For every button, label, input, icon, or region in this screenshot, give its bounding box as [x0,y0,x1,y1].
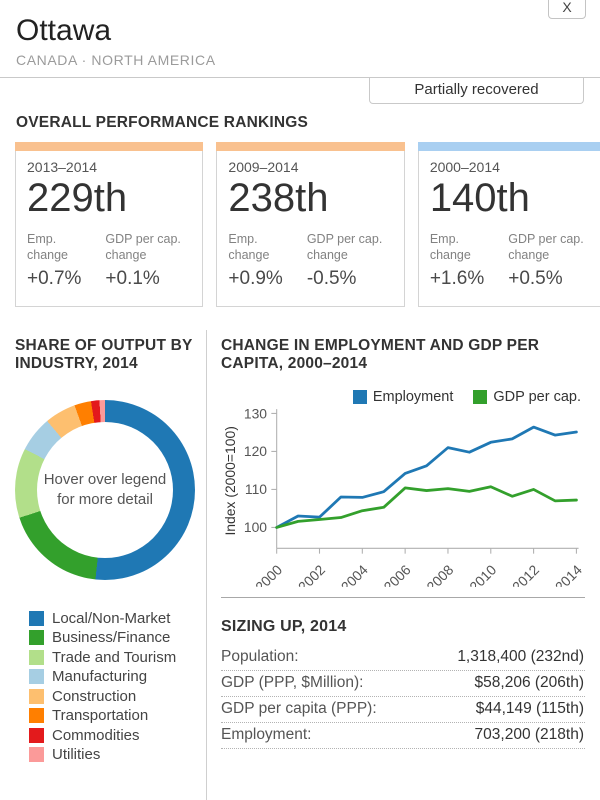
industry-column: SHARE OF OUTPUT BY INDUSTRY, 2014 Hover … [0,329,207,800]
table-row-population: Population: 1,318,400 (232nd) [221,645,585,671]
gdp-change-metric: GDP per cap. change -0.5% [306,232,383,289]
svg-text:100: 100 [244,519,267,535]
svg-text:Index (2000=100): Index (2000=100) [222,426,238,535]
legend-item-construction[interactable]: Construction [29,687,194,707]
card-strip [417,142,600,151]
legend-swatch [29,708,44,724]
ranking-card-2013-2014: 2013–2014 229th Emp. change +0.7% GDP pe… [15,142,204,307]
svg-text:120: 120 [244,443,267,459]
legend-item-business-finance[interactable]: Business/Finance [29,628,194,648]
card-strip [15,142,204,151]
card-rank: 229th [27,176,128,220]
legend-swatch [29,610,44,626]
legend-swatch [29,747,44,763]
card-period: 2013–2014 [27,159,98,175]
legend-item-commodities[interactable]: Commodities [29,726,194,746]
lower-columns: SHARE OF OUTPUT BY INDUSTRY, 2014 Hover … [0,329,600,800]
close-button[interactable]: X [548,0,586,19]
series-swatch [473,389,488,404]
donut-center-note: Hover over legend for more detail [43,470,167,508]
ranking-cards: 2013–2014 229th Emp. change +0.7% GDP pe… [15,142,600,307]
legend-swatch [29,649,44,665]
card-rank: 140th [429,176,530,220]
status-tab-row: Partially recovered [0,78,600,105]
emp-change-metric: Emp. change +1.6% [429,232,485,289]
employment-column: CHANGE IN EMPLOYMENT AND GDP PER CAPITA,… [207,330,600,800]
ranking-card-2000-2014: 2000–2014 140th Emp. change +1.6% GDP pe… [417,142,600,307]
svg-text:110: 110 [245,481,267,497]
legend-item-manufacturing[interactable]: Manufacturing [29,667,194,687]
svg-text:2002: 2002 [295,561,328,586]
svg-text:2012: 2012 [509,561,542,586]
ranking-card-2009-2014: 2009–2014 238th Emp. change +0.9% GDP pe… [216,142,405,307]
svg-text:2004: 2004 [338,561,371,586]
table-row-gdp-per-capita: GDP per capita (PPP): $44,149 (115th) [221,697,585,723]
table-row-gdp: GDP (PPP, $Million): $58,206 (206th) [221,671,585,697]
industry-legend: Local/Non-Market Business/Finance Trade … [29,609,194,765]
svg-text:130: 130 [244,407,267,421]
donut-hole [37,421,173,558]
svg-text:2014: 2014 [552,561,585,586]
legend-swatch [29,630,44,646]
legend-swatch [29,727,44,743]
table-row-employment: Employment: 703,200 (218th) [221,723,585,749]
region-subtitle: CANADA · NORTH AMERICA [16,52,216,68]
svg-text:2006: 2006 [380,561,413,586]
sizing-table: Population: 1,318,400 (232nd) GDP (PPP, … [221,645,585,749]
industry-donut-chart: Hover over legend for more detail [15,399,195,580]
sizing-divider [221,596,585,598]
legend-item-utilities[interactable]: Utilities [29,745,194,765]
employment-gdp-chart: 100 110 120 130 2000 2002 2004 2006 2008 2010 2012… [222,407,585,587]
gdp-change-metric: GDP per cap. change +0.5% [508,232,584,289]
sizing-heading: SIZING UP, 2014 [221,617,347,635]
page-title: Ottawa [16,14,112,47]
industry-heading: SHARE OF OUTPUT BY INDUSTRY, 2014 [15,336,193,372]
employment-chart-heading: CHANGE IN EMPLOYMENT AND GDP PER CAPITA,… [221,336,540,372]
card-period: 2009–2014 [228,159,299,175]
legend-swatch [29,669,44,685]
card-period: 2000–2014 [429,159,500,175]
legend-item-local-non-market[interactable]: Local/Non-Market [29,609,194,629]
svg-text:2010: 2010 [466,561,499,586]
rankings-heading: OVERALL PERFORMANCE RANKINGS [16,114,309,131]
header-divider [0,77,600,78]
emp-change-metric: Emp. change +0.7% [27,232,82,289]
emp-change-metric: Emp. change +0.9% [228,232,283,289]
card-strip [216,142,405,151]
recovery-status-badge[interactable]: Partially recovered [369,78,584,104]
series-swatch [352,389,367,404]
svg-text:2000: 2000 [252,561,285,586]
legend-item-trade-and-tourism[interactable]: Trade and Tourism [29,648,194,668]
svg-text:2008: 2008 [423,561,456,586]
gdp-change-metric: GDP per cap. change +0.1% [105,232,181,289]
legend-swatch [29,688,44,704]
panel-header: Ottawa CANADA · NORTH AMERICA [0,0,600,68]
card-rank: 238th [228,176,329,220]
legend-item-gdp-per-cap[interactable]: GDP per cap. [473,389,581,405]
legend-item-transportation[interactable]: Transportation [29,706,194,726]
legend-item-employment[interactable]: Employment [352,389,453,405]
line-chart-legend: Employment GDP per cap. [221,389,581,405]
